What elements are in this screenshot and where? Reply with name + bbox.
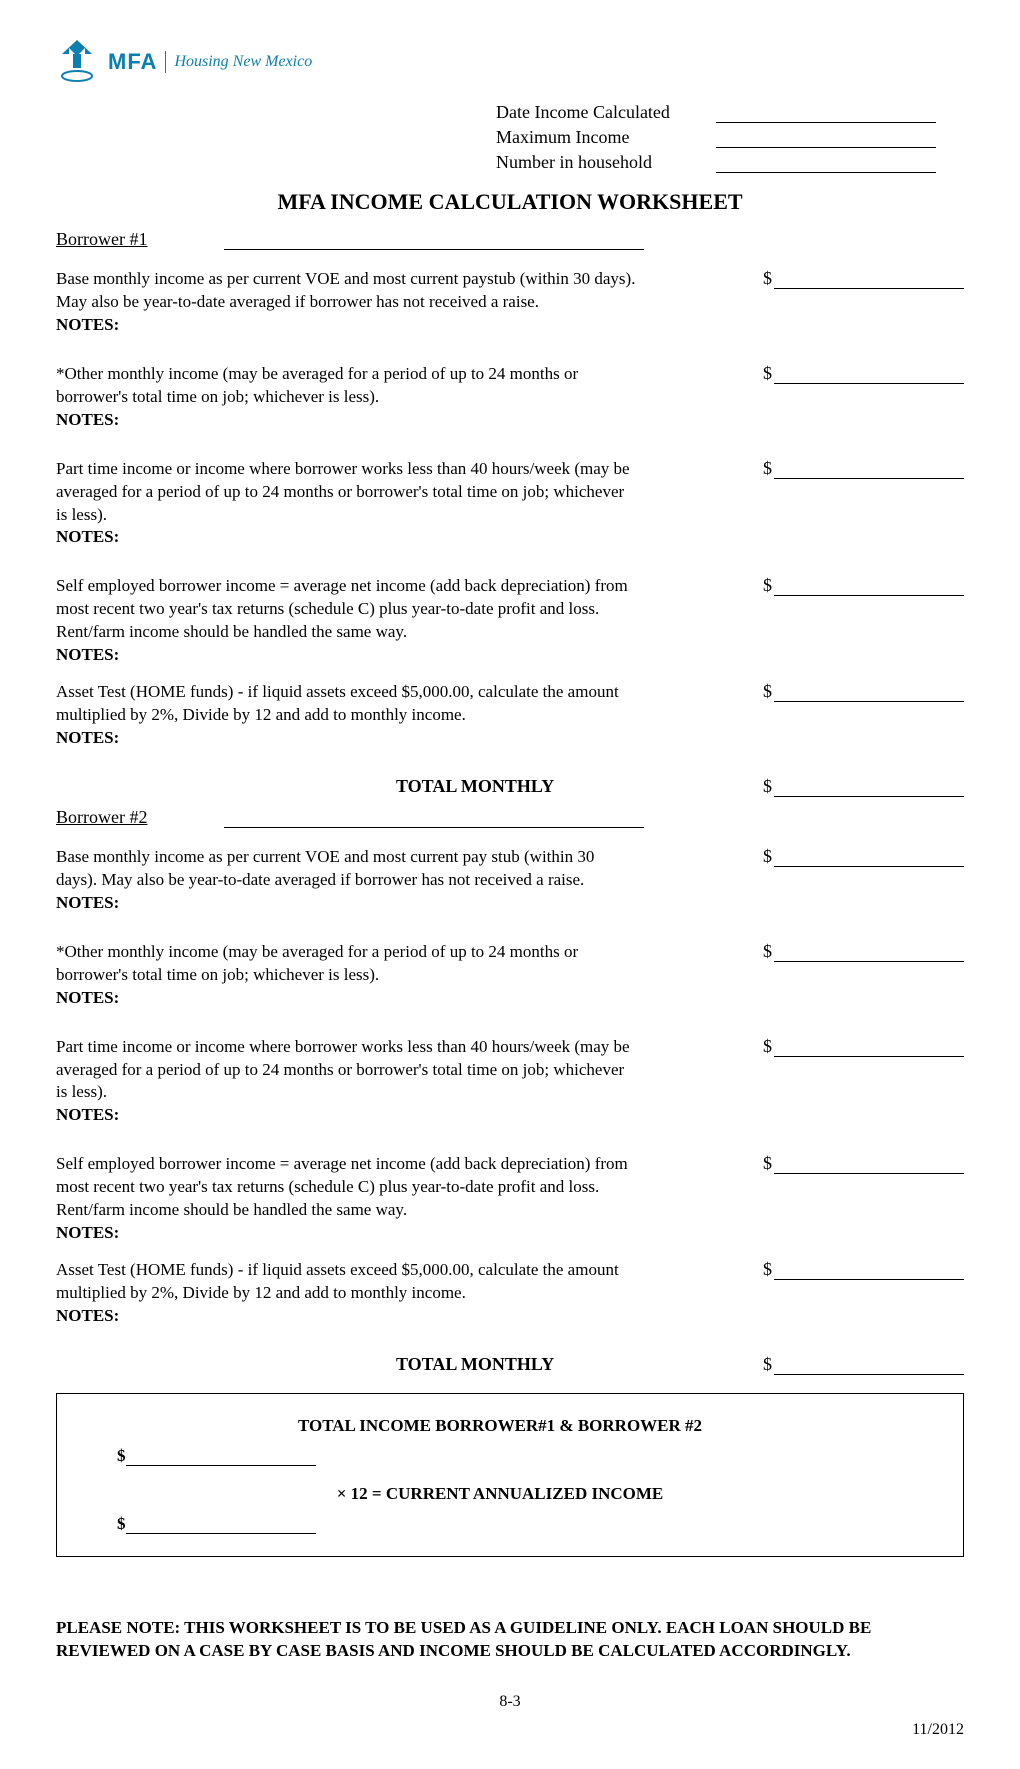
b2-item-parttime-income: Part time income or income where borrowe… [56, 1036, 964, 1128]
dollar-sign: $ [763, 681, 772, 702]
b1-item-selfemployed: Self employed borrower income = average … [56, 575, 964, 667]
dollar-sign: $ [763, 575, 772, 596]
logo-tagline: Housing New Mexico [174, 53, 312, 71]
b2-parttime-text: Part time income or income where borrowe… [56, 1037, 630, 1102]
worksheet-title: MFA INCOME CALCULATION WORKSHEET [56, 189, 964, 215]
dollar-sign: $ [117, 1446, 126, 1466]
dollar-sign: $ [763, 776, 772, 797]
b1-total-row: TOTAL MONTHLY $ [56, 776, 964, 797]
notes-label: NOTES: [56, 527, 119, 546]
maximum-income-input[interactable] [716, 128, 936, 148]
date-calculated-label: Date Income Calculated [496, 102, 716, 123]
dollar-sign: $ [763, 1036, 772, 1057]
b1-total-label: TOTAL MONTHLY [396, 776, 554, 797]
dollar-sign: $ [763, 846, 772, 867]
b2-asset-input[interactable] [774, 1260, 964, 1280]
b1-other-income-input[interactable] [774, 364, 964, 384]
combined-income-label: TOTAL INCOME BORROWER#1 & BORROWER #2 [57, 1416, 943, 1436]
notes-label: NOTES: [56, 410, 119, 429]
dollar-sign: $ [763, 1153, 772, 1174]
house-arrow-icon [56, 40, 98, 84]
disclaimer-note: PLEASE NOTE: THIS WORKSHEET IS TO BE USE… [56, 1617, 964, 1663]
b1-item-other-income: *Other monthly income (may be averaged f… [56, 363, 964, 432]
notes-label: NOTES: [56, 1105, 119, 1124]
b2-other-income-input[interactable] [774, 942, 964, 962]
b2-item-other-income: *Other monthly income (may be averaged f… [56, 941, 964, 1010]
b2-other-income-text: *Other monthly income (may be averaged f… [56, 942, 578, 984]
b1-parttime-input[interactable] [774, 459, 964, 479]
dollar-sign: $ [763, 1259, 772, 1280]
combined-income-input[interactable] [126, 1448, 316, 1466]
borrower1-header: Borrower #1 [56, 229, 964, 250]
b2-item-base-income: Base monthly income as per current VOE a… [56, 846, 964, 915]
b2-asset-text: Asset Test (HOME funds) - if liquid asse… [56, 1260, 619, 1302]
dollar-sign: $ [763, 941, 772, 962]
b1-base-income-text: Base monthly income as per current VOE a… [56, 269, 635, 311]
b2-base-income-input[interactable] [774, 847, 964, 867]
b2-total-row: TOTAL MONTHLY $ [56, 1354, 964, 1375]
dollar-sign: $ [763, 268, 772, 289]
b1-asset-input[interactable] [774, 682, 964, 702]
household-number-input[interactable] [716, 153, 936, 173]
revision-date: 11/2012 [56, 1721, 964, 1739]
logo-block: MFA Housing New Mexico [56, 40, 964, 84]
b1-base-income-input[interactable] [774, 269, 964, 289]
b1-other-income-text: *Other monthly income (may be averaged f… [56, 364, 578, 406]
borrower2-label: Borrower #2 [56, 807, 216, 828]
b2-base-income-text: Base monthly income as per current VOE a… [56, 847, 594, 889]
b2-total-label: TOTAL MONTHLY [396, 1354, 554, 1375]
b1-asset-text: Asset Test (HOME funds) - if liquid asse… [56, 682, 619, 724]
dollar-sign: $ [117, 1514, 126, 1534]
header-fields: Date Income Calculated Maximum Income Nu… [496, 102, 964, 173]
borrower2-header: Borrower #2 [56, 807, 964, 828]
logo-divider [165, 51, 166, 73]
b2-total-input[interactable] [774, 1355, 964, 1375]
page-number: 8-3 [56, 1693, 964, 1711]
notes-label: NOTES: [56, 728, 119, 747]
b1-selfemployed-input[interactable] [774, 576, 964, 596]
dollar-sign: $ [763, 363, 772, 384]
notes-label: NOTES: [56, 893, 119, 912]
b2-selfemployed-input[interactable] [774, 1154, 964, 1174]
borrower1-name-input[interactable] [224, 230, 644, 250]
borrower2-name-input[interactable] [224, 808, 644, 828]
b1-item-asset-test: Asset Test (HOME funds) - if liquid asse… [56, 681, 964, 750]
household-number-label: Number in household [496, 152, 716, 173]
b2-selfemployed-text: Self employed borrower income = average … [56, 1154, 628, 1219]
notes-label: NOTES: [56, 315, 119, 334]
b2-parttime-input[interactable] [774, 1037, 964, 1057]
b1-selfemployed-text: Self employed borrower income = average … [56, 576, 628, 641]
logo-brand-text: MFA [108, 49, 157, 75]
notes-label: NOTES: [56, 1306, 119, 1325]
b1-total-input[interactable] [774, 777, 964, 797]
dollar-sign: $ [763, 1354, 772, 1375]
dollar-sign: $ [763, 458, 772, 479]
b1-item-parttime-income: Part time income or income where borrowe… [56, 458, 964, 550]
borrower1-label: Borrower #1 [56, 229, 216, 250]
notes-label: NOTES: [56, 645, 119, 664]
maximum-income-label: Maximum Income [496, 127, 716, 148]
b1-item-base-income: Base monthly income as per current VOE a… [56, 268, 964, 337]
annualized-income-label: × 12 = CURRENT ANNUALIZED INCOME [57, 1484, 943, 1504]
date-calculated-input[interactable] [716, 103, 936, 123]
b2-item-asset-test: Asset Test (HOME funds) - if liquid asse… [56, 1259, 964, 1328]
summary-box: TOTAL INCOME BORROWER#1 & BORROWER #2 $ … [56, 1393, 964, 1557]
b1-parttime-text: Part time income or income where borrowe… [56, 459, 630, 524]
annualized-income-input[interactable] [126, 1516, 316, 1534]
b2-item-selfemployed: Self employed borrower income = average … [56, 1153, 964, 1245]
notes-label: NOTES: [56, 988, 119, 1007]
notes-label: NOTES: [56, 1223, 119, 1242]
